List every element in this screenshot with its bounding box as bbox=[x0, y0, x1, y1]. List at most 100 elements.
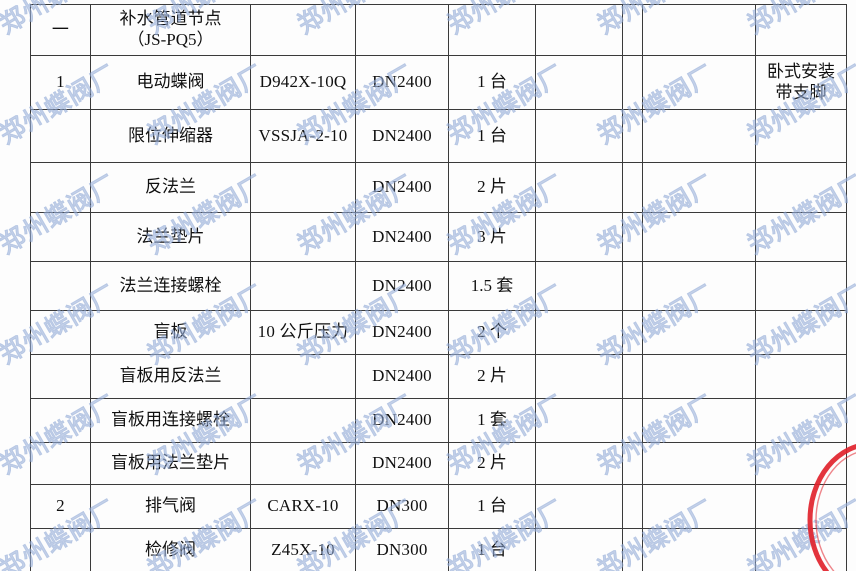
cell-spec[interactable]: DN2400 bbox=[355, 398, 449, 443]
cell-model[interactable] bbox=[250, 212, 356, 262]
cell-remark[interactable] bbox=[755, 442, 847, 485]
cell-qty[interactable]: 3 片 bbox=[448, 212, 536, 262]
cell-remark[interactable] bbox=[755, 398, 847, 443]
cell-index[interactable] bbox=[30, 162, 91, 213]
cell-qty[interactable]: 1 台 bbox=[448, 55, 536, 110]
cell-remark[interactable] bbox=[755, 484, 847, 529]
cell-unit-price[interactable] bbox=[535, 109, 623, 163]
cell-name[interactable]: 盲板用反法兰 bbox=[90, 354, 251, 399]
cell-spec[interactable]: DN2400 bbox=[355, 442, 449, 485]
cell-remark[interactable] bbox=[755, 354, 847, 399]
cell-spec[interactable]: DN2400 bbox=[355, 55, 449, 110]
cell-unit-price[interactable] bbox=[535, 4, 623, 56]
cell-name[interactable]: 排气阀 bbox=[90, 484, 251, 529]
cell-total-price[interactable] bbox=[622, 442, 643, 485]
cell-unit-price[interactable] bbox=[535, 398, 623, 443]
cell-remark[interactable] bbox=[755, 310, 847, 355]
table-row[interactable]: 盲板 10 公斤压力 DN2400 2 个 bbox=[30, 310, 847, 355]
cell-remark[interactable] bbox=[755, 261, 847, 311]
cell-name[interactable]: 盲板 bbox=[90, 310, 251, 355]
table-row[interactable]: 2 排气阀 CARX-10 DN300 1 台 bbox=[30, 484, 847, 529]
cell-qty[interactable]: 1.5 套 bbox=[448, 261, 536, 311]
cell-qty[interactable]: 1 套 bbox=[448, 398, 536, 443]
cell-spec[interactable]: DN2400 bbox=[355, 109, 449, 163]
cell-amount[interactable] bbox=[642, 528, 756, 571]
cell-name[interactable]: 反法兰 bbox=[90, 162, 251, 213]
cell-total-price[interactable] bbox=[622, 4, 643, 56]
cell-index[interactable] bbox=[30, 398, 91, 443]
cell-remark[interactable] bbox=[755, 109, 847, 163]
cell-index[interactable]: 一 bbox=[30, 4, 91, 56]
cell-qty[interactable]: 2 片 bbox=[448, 442, 536, 485]
cell-qty[interactable]: 1 台 bbox=[448, 109, 536, 163]
cell-total-price[interactable] bbox=[622, 398, 643, 443]
table-row[interactable]: 限位伸缩器 VSSJA-2-10 DN2400 1 台 bbox=[30, 109, 847, 163]
cell-qty[interactable]: 2 片 bbox=[448, 354, 536, 399]
cell-name[interactable]: 限位伸缩器 bbox=[90, 109, 251, 163]
cell-spec[interactable]: DN2400 bbox=[355, 261, 449, 311]
table-row[interactable]: 法兰连接螺栓 DN2400 1.5 套 bbox=[30, 261, 847, 311]
cell-remark[interactable] bbox=[755, 528, 847, 571]
cell-amount[interactable] bbox=[642, 109, 756, 163]
cell-name[interactable]: 法兰垫片 bbox=[90, 212, 251, 262]
cell-qty[interactable] bbox=[448, 4, 536, 56]
cell-name[interactable]: 补水管道节点 （JS-PQ5） bbox=[90, 4, 251, 56]
cell-model[interactable]: D942X-10Q bbox=[250, 55, 356, 110]
cell-amount[interactable] bbox=[642, 398, 756, 443]
cell-total-price[interactable] bbox=[622, 162, 643, 213]
cell-qty[interactable]: 2 个 bbox=[448, 310, 536, 355]
cell-index[interactable]: 2 bbox=[30, 484, 91, 529]
cell-total-price[interactable] bbox=[622, 212, 643, 262]
cell-model[interactable] bbox=[250, 162, 356, 213]
cell-qty[interactable]: 1 台 bbox=[448, 528, 536, 571]
cell-amount[interactable] bbox=[642, 212, 756, 262]
cell-spec[interactable]: DN2400 bbox=[355, 310, 449, 355]
cell-unit-price[interactable] bbox=[535, 162, 623, 213]
cell-remark[interactable] bbox=[755, 4, 847, 56]
cell-spec[interactable] bbox=[355, 4, 449, 56]
cell-index[interactable] bbox=[30, 261, 91, 311]
cell-total-price[interactable] bbox=[622, 528, 643, 571]
cell-index[interactable] bbox=[30, 109, 91, 163]
cell-total-price[interactable] bbox=[622, 55, 643, 110]
cell-spec[interactable]: DN2400 bbox=[355, 162, 449, 213]
cell-name[interactable]: 盲板用法兰垫片 bbox=[90, 442, 251, 485]
table-row[interactable]: 盲板用反法兰 DN2400 2 片 bbox=[30, 354, 847, 399]
cell-index[interactable] bbox=[30, 354, 91, 399]
cell-name[interactable]: 检修阀 bbox=[90, 528, 251, 571]
cell-qty[interactable]: 1 台 bbox=[448, 484, 536, 529]
cell-spec[interactable]: DN300 bbox=[355, 528, 449, 571]
cell-remark[interactable] bbox=[755, 162, 847, 213]
cell-model[interactable] bbox=[250, 398, 356, 443]
table-row[interactable]: 法兰垫片 DN2400 3 片 bbox=[30, 212, 847, 262]
cell-spec[interactable]: DN2400 bbox=[355, 354, 449, 399]
cell-amount[interactable] bbox=[642, 261, 756, 311]
cell-total-price[interactable] bbox=[622, 310, 643, 355]
cell-index[interactable]: 1 bbox=[30, 55, 91, 110]
cell-index[interactable] bbox=[30, 442, 91, 485]
table-row[interactable]: 1 电动蝶阀 D942X-10Q DN2400 1 台 卧式安装 带支脚 bbox=[30, 55, 847, 110]
cell-total-price[interactable] bbox=[622, 354, 643, 399]
cell-amount[interactable] bbox=[642, 162, 756, 213]
cell-model[interactable]: VSSJA-2-10 bbox=[250, 109, 356, 163]
cell-remark[interactable]: 卧式安装 带支脚 bbox=[755, 55, 847, 110]
cell-model[interactable] bbox=[250, 4, 356, 56]
cell-unit-price[interactable] bbox=[535, 261, 623, 311]
cell-qty[interactable]: 2 片 bbox=[448, 162, 536, 213]
cell-model[interactable]: Z45X-10 bbox=[250, 528, 356, 571]
cell-model[interactable]: 10 公斤压力 bbox=[250, 310, 356, 355]
cell-unit-price[interactable] bbox=[535, 484, 623, 529]
table-row[interactable]: 盲板用法兰垫片 DN2400 2 片 bbox=[30, 442, 847, 485]
cell-amount[interactable] bbox=[642, 310, 756, 355]
table-row[interactable]: 反法兰 DN2400 2 片 bbox=[30, 162, 847, 213]
cell-index[interactable] bbox=[30, 528, 91, 571]
cell-amount[interactable] bbox=[642, 354, 756, 399]
cell-unit-price[interactable] bbox=[535, 442, 623, 485]
cell-spec[interactable]: DN2400 bbox=[355, 212, 449, 262]
cell-amount[interactable] bbox=[642, 442, 756, 485]
cell-name[interactable]: 盲板用连接螺栓 bbox=[90, 398, 251, 443]
cell-model[interactable] bbox=[250, 442, 356, 485]
cell-unit-price[interactable] bbox=[535, 528, 623, 571]
cell-index[interactable] bbox=[30, 310, 91, 355]
table-row[interactable]: 盲板用连接螺栓 DN2400 1 套 bbox=[30, 398, 847, 443]
